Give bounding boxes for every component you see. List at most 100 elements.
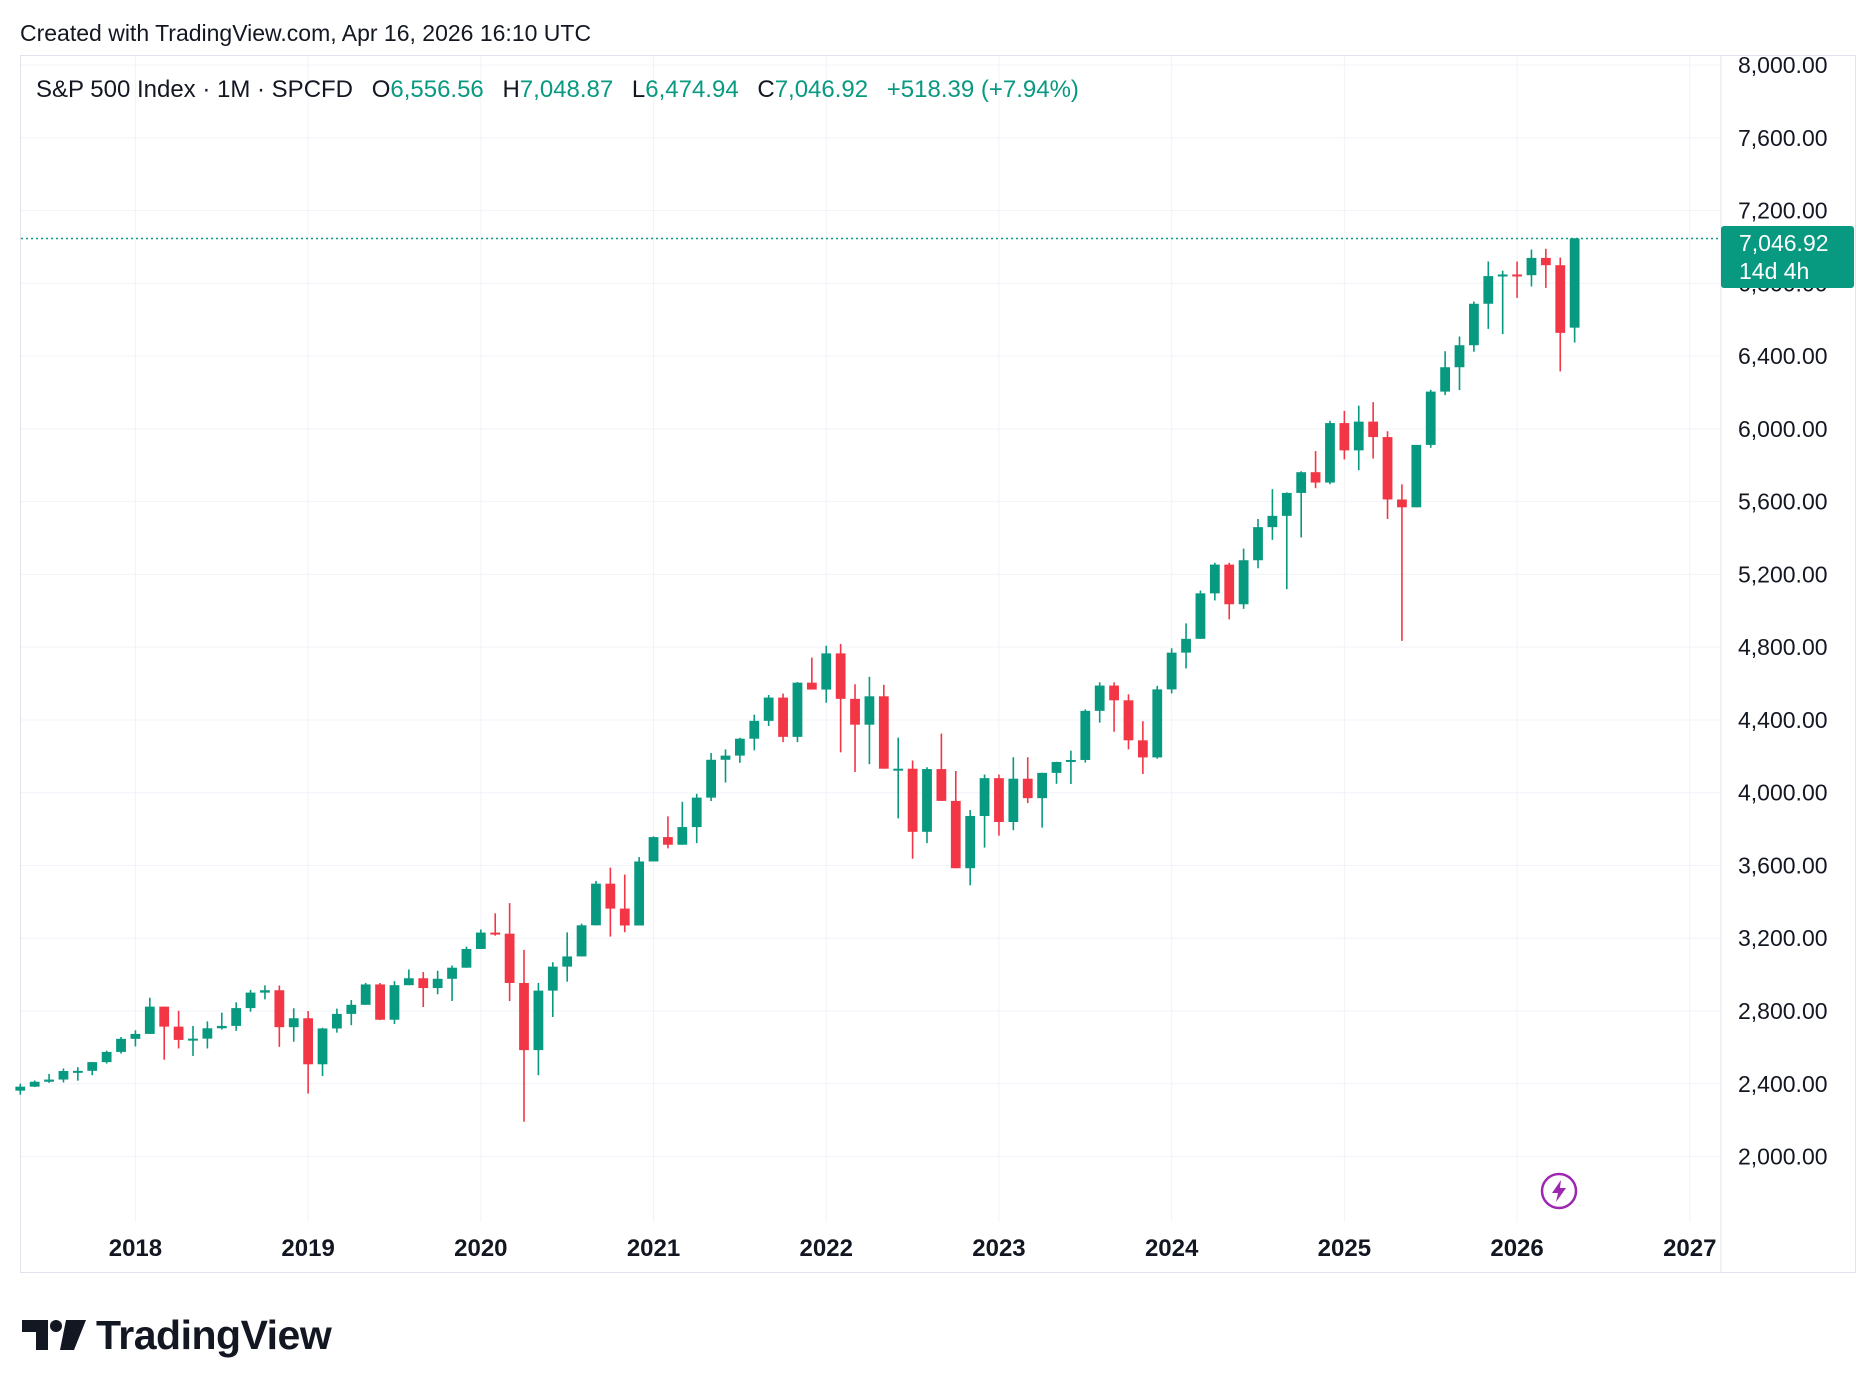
candle-up[interactable] <box>317 1027 328 1076</box>
candle-down[interactable] <box>605 867 616 937</box>
tradingview-branding[interactable]: TradingView <box>22 1310 332 1360</box>
candle-down[interactable] <box>1382 431 1393 519</box>
candle-up[interactable] <box>706 753 716 802</box>
candle-down[interactable] <box>806 657 817 690</box>
candle-down[interactable] <box>418 972 429 1007</box>
candle-up[interactable] <box>1425 389 1436 448</box>
candle-up[interactable] <box>591 880 601 926</box>
candle-down[interactable] <box>519 949 529 1122</box>
candle-up[interactable] <box>677 801 688 845</box>
candle-up[interactable] <box>562 932 573 982</box>
candle-up[interactable] <box>821 645 832 703</box>
candle-down[interactable] <box>850 684 860 772</box>
candle-up[interactable] <box>893 737 904 819</box>
candle-down[interactable] <box>936 733 947 801</box>
candle-down[interactable] <box>1555 257 1566 372</box>
candle-down[interactable] <box>1512 261 1522 298</box>
candle-down[interactable] <box>778 693 788 743</box>
candle-up[interactable] <box>44 1073 54 1083</box>
candle-up[interactable] <box>864 676 875 765</box>
candle-up[interactable] <box>634 857 645 926</box>
candle-up[interactable] <box>533 982 544 1076</box>
candle-up[interactable] <box>1353 405 1364 471</box>
candle-down[interactable] <box>274 985 285 1047</box>
candle-up[interactable] <box>332 1008 342 1033</box>
candle-down[interactable] <box>907 760 918 859</box>
candle-up[interactable] <box>547 962 558 1017</box>
candle-up[interactable] <box>749 714 760 751</box>
candle-up[interactable] <box>1094 682 1105 723</box>
candle-down[interactable] <box>1224 562 1235 620</box>
candle-up[interactable] <box>979 774 990 848</box>
candle-up[interactable] <box>965 809 976 886</box>
candle-down[interactable] <box>663 816 673 849</box>
candle-up[interactable] <box>1281 492 1292 590</box>
candle-down[interactable] <box>1540 248 1551 288</box>
candle-down[interactable] <box>619 874 630 933</box>
candle-down[interactable] <box>504 903 515 1001</box>
candle-up[interactable] <box>922 767 932 844</box>
candle-up[interactable] <box>1267 489 1278 540</box>
candle-up[interactable] <box>1454 336 1465 391</box>
candle-down[interactable] <box>878 684 889 769</box>
candle-up[interactable] <box>1152 685 1163 759</box>
candle-up[interactable] <box>72 1067 83 1081</box>
candle-up[interactable] <box>432 970 443 995</box>
candle-down[interactable] <box>1137 721 1148 774</box>
candle-down[interactable] <box>1109 682 1119 732</box>
candle-up[interactable] <box>475 929 486 949</box>
candle-up[interactable] <box>360 982 371 1005</box>
candle-up[interactable] <box>216 1012 227 1030</box>
candle-up[interactable] <box>792 682 803 743</box>
candle-up[interactable] <box>1440 351 1451 396</box>
candle-down[interactable] <box>1310 451 1321 489</box>
candle-up[interactable] <box>648 836 659 862</box>
candle-up[interactable] <box>734 737 745 763</box>
candle-up[interactable] <box>1080 709 1091 763</box>
candle-up[interactable] <box>1483 261 1494 329</box>
candle-up[interactable] <box>101 1050 112 1064</box>
candle-up[interactable] <box>1181 623 1191 669</box>
candle-down[interactable] <box>950 771 961 869</box>
lightning-bolt-icon[interactable] <box>1540 1172 1578 1210</box>
candle-up[interactable] <box>29 1080 40 1088</box>
candle-up[interactable] <box>1411 444 1422 508</box>
candle-up[interactable] <box>15 1083 26 1095</box>
candle-up[interactable] <box>1166 648 1177 694</box>
candle-down[interactable] <box>159 1006 170 1060</box>
candle-up[interactable] <box>346 1000 357 1026</box>
candle-up[interactable] <box>1468 301 1479 352</box>
candle-down[interactable] <box>173 1010 184 1049</box>
candle-up[interactable] <box>87 1062 98 1076</box>
candle-up[interactable] <box>1051 761 1062 784</box>
candle-up[interactable] <box>1008 757 1019 831</box>
candle-up[interactable] <box>576 923 587 957</box>
candle-up[interactable] <box>231 1002 242 1031</box>
candle-down[interactable] <box>1397 484 1407 641</box>
candle-up[interactable] <box>1209 562 1220 601</box>
candle-up[interactable] <box>288 1008 299 1042</box>
candle-up[interactable] <box>116 1037 126 1054</box>
candle-up[interactable] <box>1526 249 1537 287</box>
candle-down[interactable] <box>1368 402 1379 459</box>
candle-up[interactable] <box>403 969 414 986</box>
chart-frame[interactable] <box>20 55 1856 1273</box>
candle-down[interactable] <box>1123 694 1134 750</box>
candle-down[interactable] <box>490 913 501 936</box>
candle-up[interactable] <box>1569 238 1580 343</box>
candle-up[interactable] <box>130 1030 141 1047</box>
candle-up[interactable] <box>245 989 256 1012</box>
candle-up[interactable] <box>188 1025 198 1056</box>
candle-up[interactable] <box>1497 270 1508 335</box>
candle-up[interactable] <box>58 1068 69 1083</box>
candle-up[interactable] <box>1325 420 1335 485</box>
candle-down[interactable] <box>375 982 385 1021</box>
candle-down[interactable] <box>835 643 846 753</box>
candle-up[interactable] <box>202 1021 213 1049</box>
candle-up[interactable] <box>389 981 400 1025</box>
candle-up[interactable] <box>1037 772 1048 828</box>
candle-up[interactable] <box>691 793 702 844</box>
candle-up[interactable] <box>720 749 731 783</box>
candle-up[interactable] <box>1238 548 1249 609</box>
